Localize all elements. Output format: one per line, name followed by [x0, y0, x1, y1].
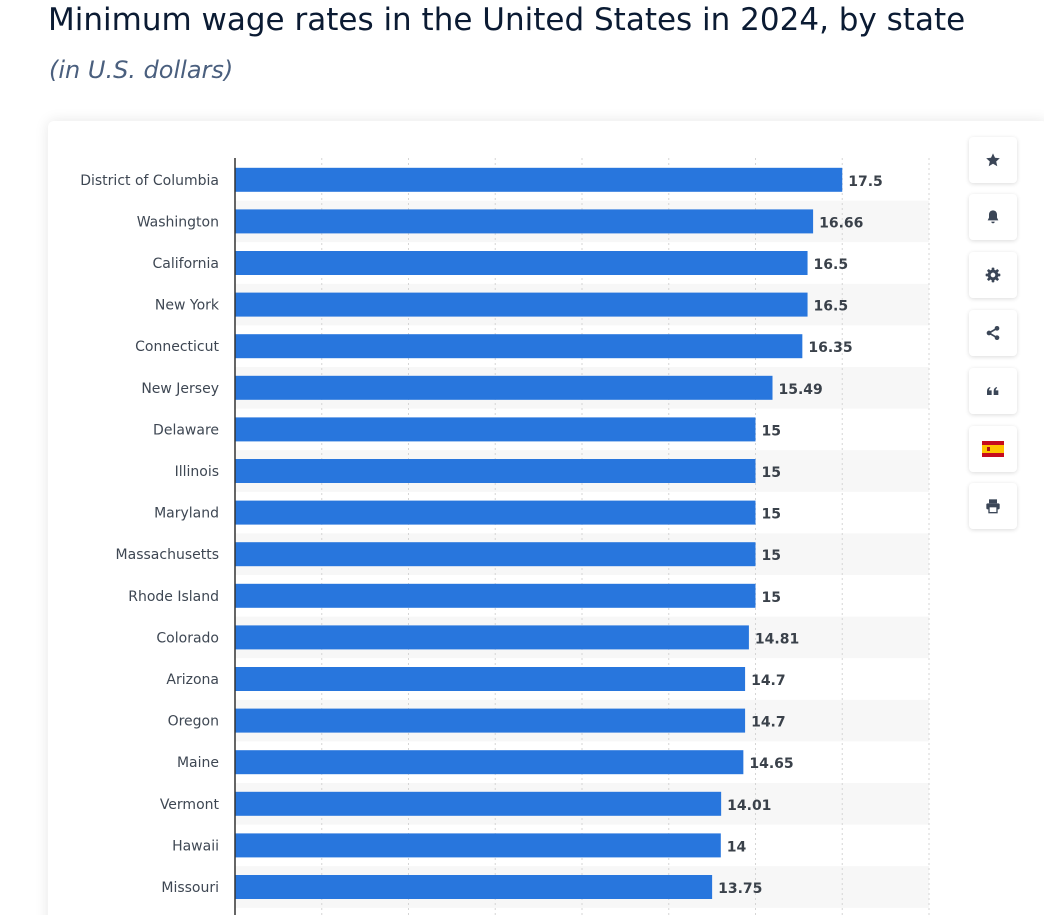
value-label: 14.7: [751, 673, 786, 689]
value-label: 17.5: [848, 174, 883, 190]
value-label: 16.35: [808, 340, 852, 356]
notification-button[interactable]: [969, 194, 1017, 240]
value-label: 16.5: [814, 299, 849, 315]
bar: [235, 292, 808, 317]
category-label: Illinois: [175, 464, 219, 480]
category-label: Arizona: [166, 672, 219, 688]
bar: [235, 708, 746, 733]
value-label: 15.49: [779, 382, 823, 398]
value-label: 16.5: [814, 257, 849, 273]
value-label: 15: [762, 590, 781, 606]
page-subtitle: (in U.S. dollars): [49, 56, 234, 84]
cite-button[interactable]: [969, 368, 1017, 414]
category-label: Colorado: [156, 630, 219, 646]
bar: [235, 791, 722, 816]
settings-button[interactable]: [969, 252, 1017, 298]
category-label: Maryland: [154, 506, 219, 522]
category-label: District of Columbia: [80, 173, 219, 189]
category-label: Delaware: [153, 422, 219, 438]
value-label: 16.66: [819, 215, 863, 231]
spanish-flag-icon: [982, 441, 1004, 457]
value-label: 15: [762, 548, 781, 564]
category-label: Hawaii: [172, 838, 219, 854]
print-button[interactable]: [969, 483, 1017, 529]
bell-icon: [987, 210, 999, 224]
category-label: New Jersey: [141, 381, 219, 397]
category-label: Missouri: [161, 880, 219, 896]
bar: [235, 251, 808, 275]
category-label: Connecticut: [135, 339, 219, 355]
value-label: 15: [762, 465, 781, 481]
value-label: 14.01: [727, 798, 771, 814]
gear-icon: [985, 267, 1001, 283]
value-label: 14.65: [749, 756, 793, 772]
value-label: 13.75: [718, 881, 762, 897]
bar: [235, 875, 713, 899]
bar: [235, 583, 756, 608]
category-label: Rhode Island: [128, 589, 219, 605]
bar: [235, 542, 756, 567]
value-label: 14: [727, 839, 747, 855]
category-label: Massachusetts: [116, 547, 219, 563]
bar: [235, 667, 746, 691]
bar: [235, 375, 773, 400]
bar: [235, 625, 749, 650]
category-label: Washington: [137, 214, 219, 230]
star-icon: [986, 153, 1000, 167]
bar: [235, 750, 744, 775]
quote-icon: [987, 387, 999, 395]
page-title: Minimum wage rates in the United States …: [48, 2, 966, 38]
share-button[interactable]: [969, 310, 1017, 356]
bar: [235, 833, 721, 858]
bar: [235, 334, 803, 359]
value-label: 14.81: [755, 631, 799, 647]
bar: [235, 209, 814, 234]
category-label: Maine: [177, 755, 219, 771]
value-label: 14.7: [751, 715, 786, 731]
printer-icon: [986, 499, 1000, 514]
category-label: Vermont: [160, 797, 220, 813]
share-icon: [986, 326, 1000, 340]
bar: [235, 500, 756, 525]
value-label: 15: [762, 507, 781, 523]
bar: [235, 459, 756, 483]
category-label: New York: [155, 298, 220, 314]
category-label: California: [153, 256, 219, 272]
chart-card: District of Columbia 17.5 Washington 16.66 C…: [48, 121, 1044, 915]
bar: [235, 167, 843, 192]
language-button[interactable]: [969, 426, 1017, 472]
value-label: 15: [762, 423, 781, 439]
bar-chart: District of Columbia 17.5 Washington 16.66 C…: [80, 158, 930, 915]
favorite-button[interactable]: [969, 137, 1017, 183]
category-label: Oregon: [168, 714, 219, 730]
bar: [235, 417, 756, 442]
